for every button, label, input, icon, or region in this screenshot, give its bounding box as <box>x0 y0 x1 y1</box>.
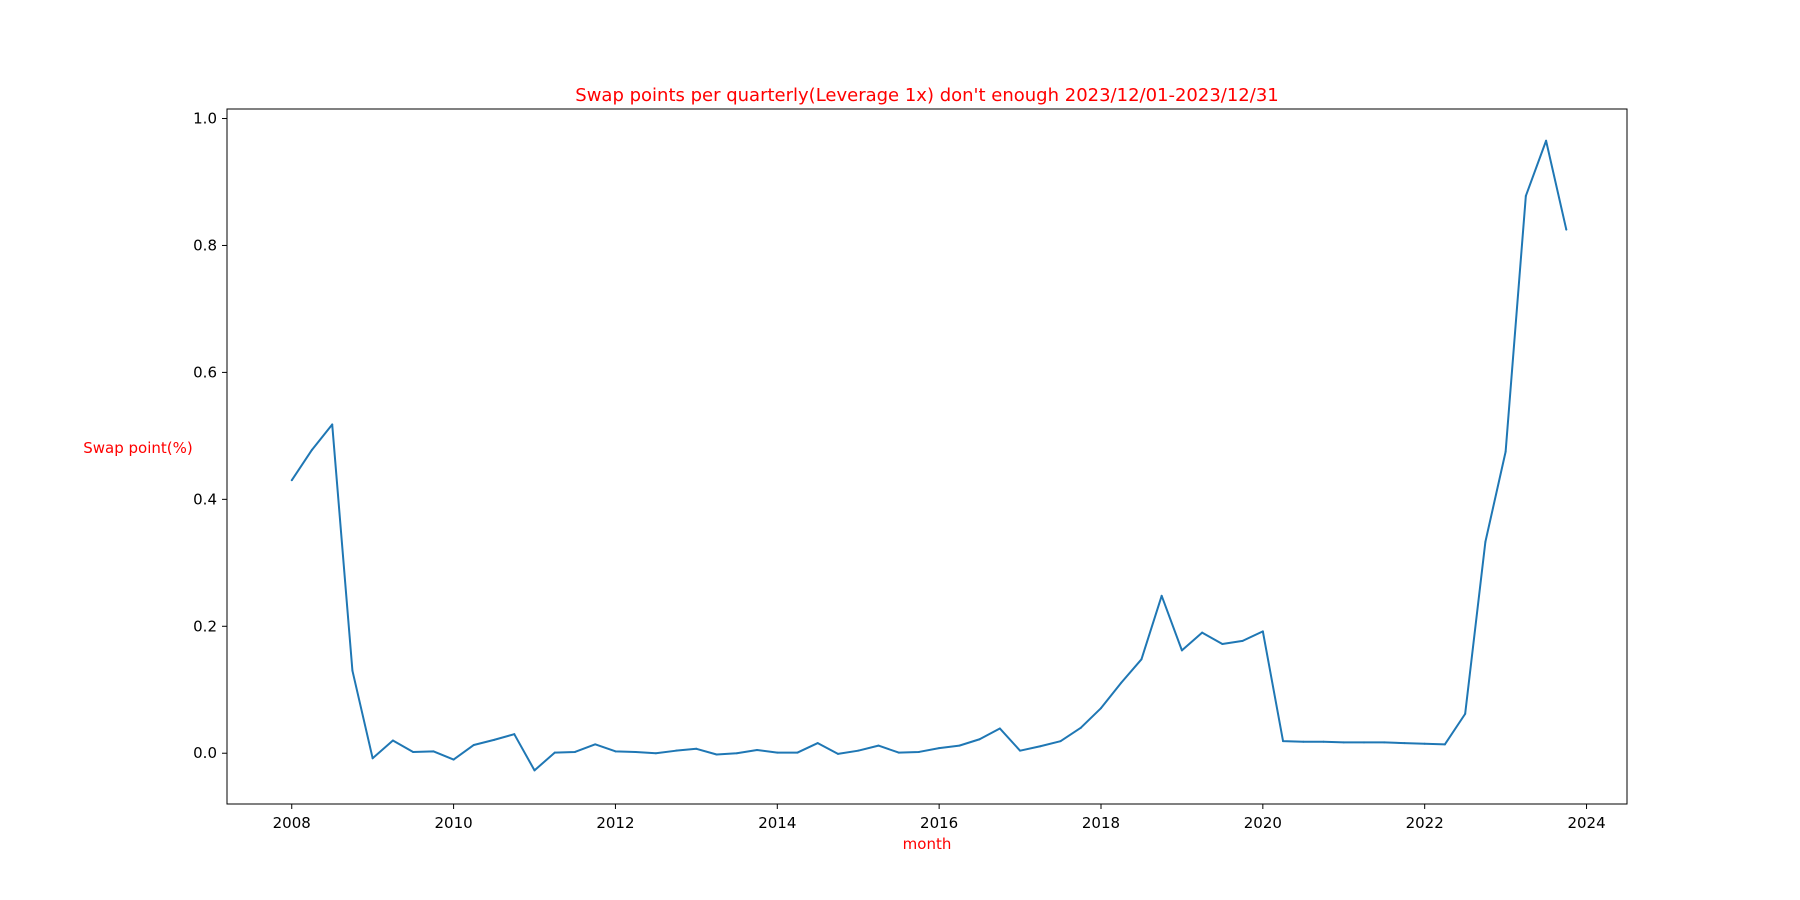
series-line <box>290 139 1568 772</box>
x-tick-label: 2010 <box>434 814 472 832</box>
y-axis-label: Swap point(%) <box>83 439 192 457</box>
data-point <box>1545 139 1548 142</box>
data-point <box>897 751 900 754</box>
data-point <box>573 750 576 753</box>
x-tick-label: 2012 <box>596 814 634 832</box>
data-point <box>1524 194 1527 197</box>
plot-area-frame <box>226 108 1628 805</box>
data-point <box>1059 740 1062 743</box>
y-tick-label: 0.4 <box>193 490 217 508</box>
tick-group: 2008 2010 2012 2014 2016 2018 2020 2022 2024 0.0 0… <box>193 110 1605 832</box>
data-point <box>412 750 415 753</box>
x-tick-label: 2008 <box>273 814 311 832</box>
data-point <box>756 749 759 752</box>
x-tick-label: 2016 <box>920 814 958 832</box>
data-point <box>432 750 435 753</box>
x-tick-label: 2014 <box>758 814 796 832</box>
data-point <box>1079 726 1082 729</box>
data-point <box>675 749 678 752</box>
data-point <box>796 751 799 754</box>
x-tick-label: 2020 <box>1244 814 1282 832</box>
data-point <box>310 448 313 451</box>
data-point <box>553 751 556 754</box>
data-point <box>1342 741 1345 744</box>
data-point <box>1302 740 1305 743</box>
data-point <box>1221 643 1224 646</box>
data-point <box>1039 745 1042 748</box>
data-point <box>958 744 961 747</box>
x-tick-label: 2022 <box>1406 814 1444 832</box>
data-point <box>513 733 516 736</box>
data-point <box>816 742 819 745</box>
data-point <box>978 738 981 741</box>
data-point <box>1504 450 1507 453</box>
data-point <box>371 757 374 760</box>
data-point <box>391 739 394 742</box>
data-point <box>877 744 880 747</box>
y-tick-label: 1.0 <box>193 110 217 128</box>
data-point <box>1383 741 1386 744</box>
data-point <box>614 750 617 753</box>
data-point <box>1443 743 1446 746</box>
data-point <box>1140 658 1143 661</box>
data-point <box>533 769 536 772</box>
data-point <box>1423 742 1426 745</box>
data-point <box>472 743 475 746</box>
data-point <box>715 753 718 756</box>
data-point <box>1322 740 1325 743</box>
data-point <box>634 750 637 753</box>
data-point <box>1362 741 1365 744</box>
data-point <box>1180 649 1183 652</box>
data-point <box>493 738 496 741</box>
data-point <box>998 727 1001 730</box>
data-point <box>351 669 354 672</box>
y-tick-label: 0.8 <box>193 236 217 254</box>
data-point <box>1019 749 1022 752</box>
data-point <box>938 747 941 750</box>
data-point <box>1120 681 1123 684</box>
data-point <box>1484 540 1487 543</box>
data-point-group <box>290 139 1568 772</box>
data-point <box>452 758 455 761</box>
data-point <box>1241 639 1244 642</box>
data-point <box>1261 630 1264 633</box>
data-point <box>1282 740 1285 743</box>
x-axis-label: month <box>903 835 952 853</box>
data-point <box>290 479 293 482</box>
data-point <box>1565 228 1568 231</box>
y-tick-label: 0.6 <box>193 363 217 381</box>
x-tick-label: 2024 <box>1567 814 1605 832</box>
data-point <box>695 747 698 750</box>
data-point <box>836 752 839 755</box>
data-point <box>594 743 597 746</box>
data-point <box>1464 712 1467 715</box>
data-point <box>1201 631 1204 634</box>
data-point <box>776 751 779 754</box>
data-point <box>1403 742 1406 745</box>
data-point <box>735 752 738 755</box>
y-tick-label: 0.2 <box>193 617 217 635</box>
data-point <box>1160 594 1163 597</box>
data-point <box>1099 707 1102 710</box>
data-point <box>917 750 920 753</box>
data-point <box>331 423 334 426</box>
x-tick-label: 2018 <box>1082 814 1120 832</box>
chart-title: Swap points per quarterly(Leverage 1x) d… <box>575 85 1278 106</box>
data-point <box>857 749 860 752</box>
data-point <box>654 752 657 755</box>
y-tick-label: 0.0 <box>193 744 217 762</box>
